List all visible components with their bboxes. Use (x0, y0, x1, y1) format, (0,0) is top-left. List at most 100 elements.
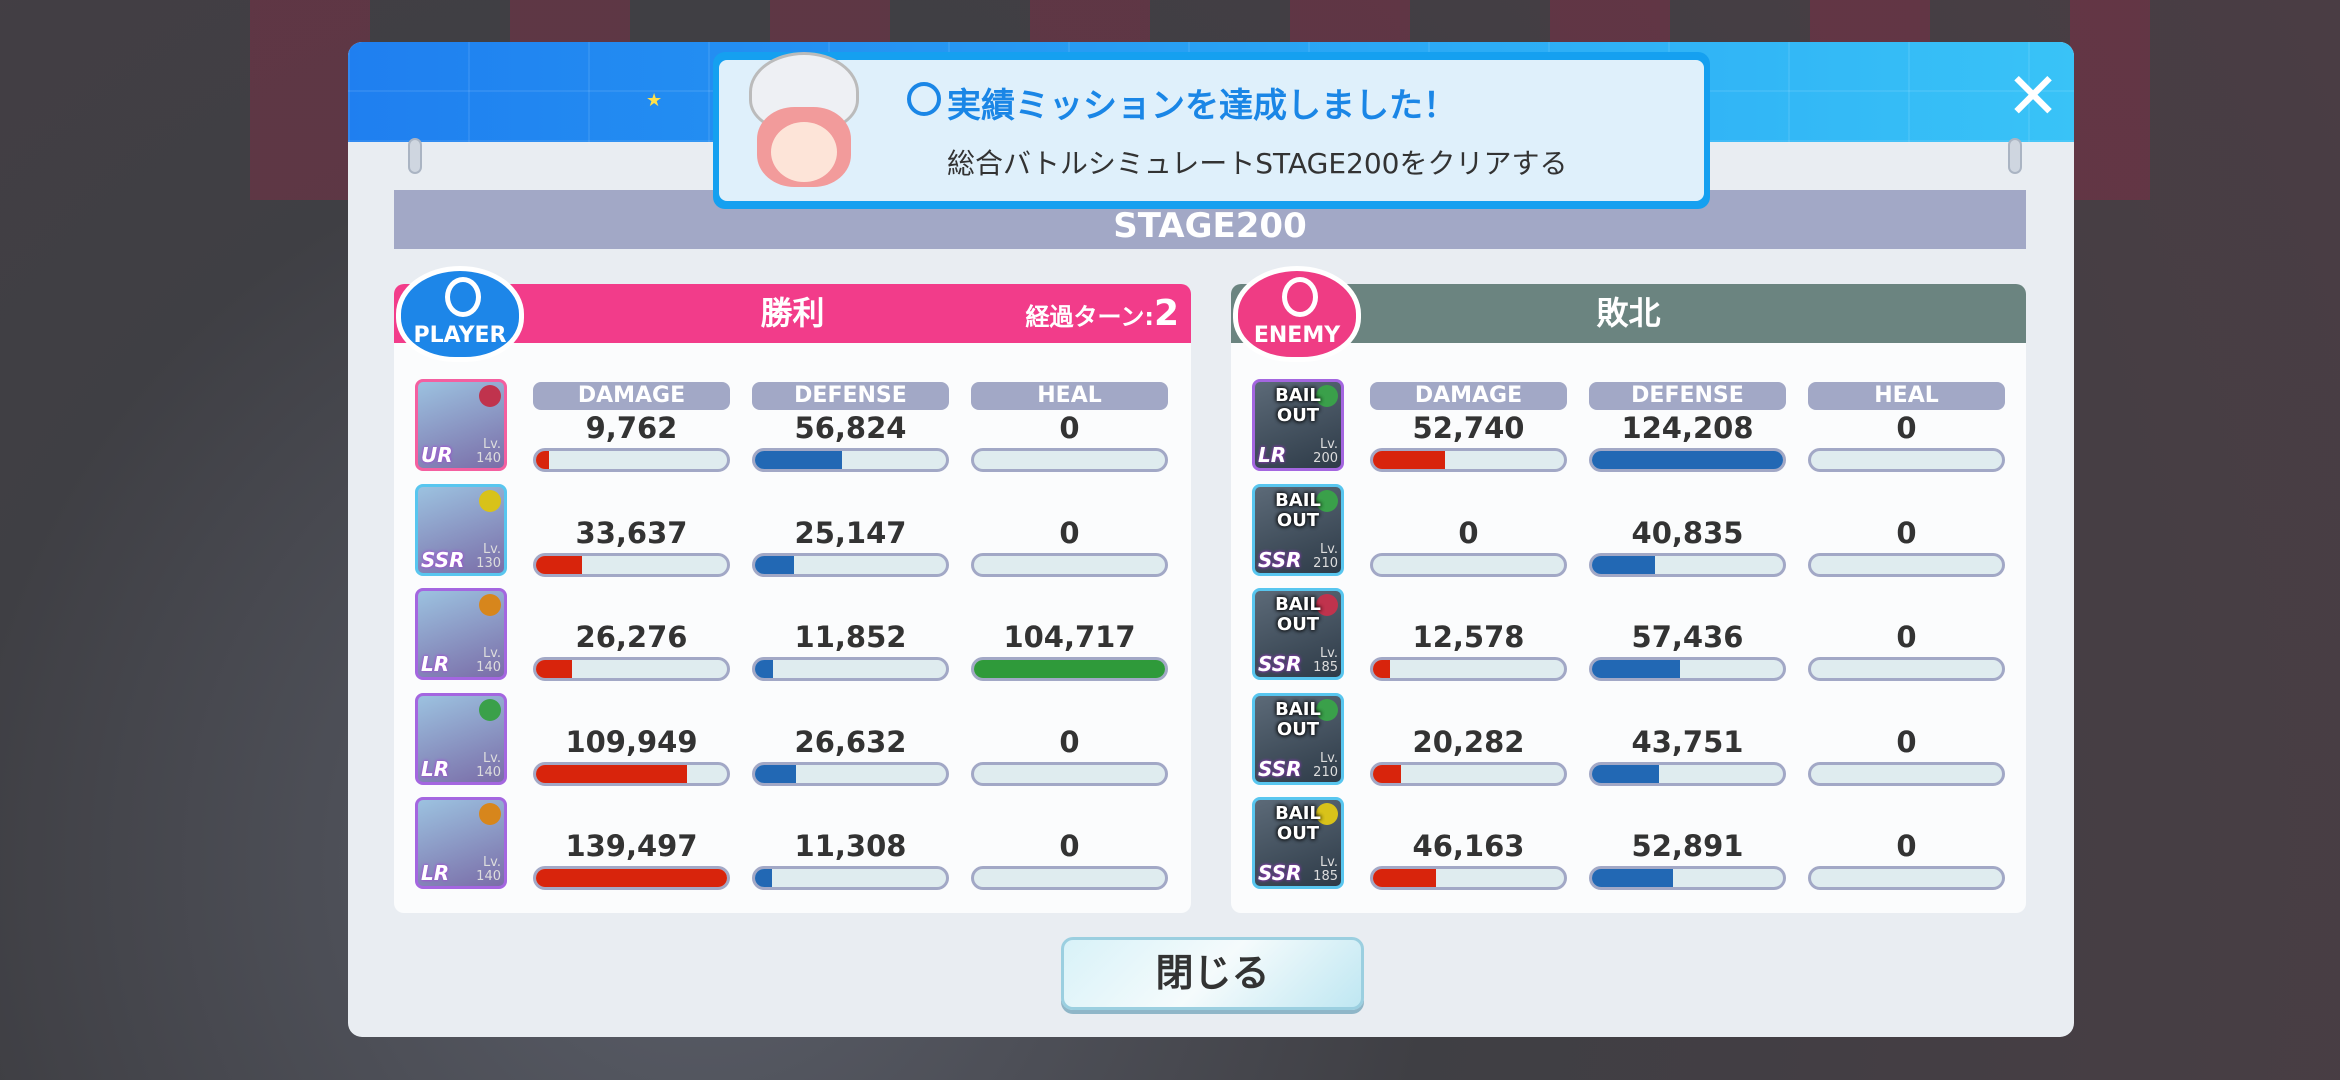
damage-bar (1370, 657, 1567, 681)
level-label: Lv. 185 (1313, 647, 1338, 675)
unit-portrait[interactable]: UR Lv. 140 (415, 379, 507, 471)
attribute-icon (479, 489, 501, 512)
damage-bar-fill (1373, 660, 1391, 678)
banner-description: 総合バトルシミュレートSTAGE200をクリアする (947, 147, 1568, 180)
enemy-panel: ENEMY 敗北 BAIL OUT LR Lv. 200 DAMAGE 52,74… (1231, 266, 2026, 913)
heal-bar-fill (974, 660, 1165, 678)
damage-value: 52,740 (1412, 411, 1525, 445)
wing-icon (445, 277, 481, 317)
level-prefix: Lv. (1319, 855, 1338, 870)
heal-bar (971, 448, 1168, 472)
level-label: Lv. 140 (476, 856, 501, 884)
defense-bar (752, 866, 949, 890)
pin-decoration (408, 138, 422, 174)
damage-value: 12,578 (1412, 620, 1525, 654)
level-prefix: Lv. (482, 646, 501, 661)
star-icon: ★ (646, 90, 663, 111)
enemy-header: 敗北 (1231, 284, 2026, 343)
level-value: 140 (476, 869, 501, 884)
damage-bar (1370, 866, 1567, 890)
level-label: Lv. 140 (476, 647, 501, 675)
damage-bar-fill (536, 869, 727, 887)
damage-bar-fill (536, 555, 583, 574)
defense-bar-fill (755, 869, 773, 887)
defense-header: DEFENSE (752, 382, 949, 410)
defense-value: 57,436 (1631, 620, 1744, 654)
enemy-badge: ENEMY (1233, 266, 1361, 362)
turn-value: 2 (1153, 293, 1179, 334)
heal-value: 0 (1896, 724, 1917, 759)
level-label: Lv. 210 (1313, 542, 1338, 571)
rarity-label: SSR (1258, 861, 1302, 885)
rarity-label: LR (421, 756, 450, 781)
unit-portrait[interactable]: BAIL OUT SSR Lv. 210 (1252, 483, 1344, 576)
heal-value: 0 (1896, 515, 1917, 550)
level-label: Lv. 200 (1313, 438, 1338, 466)
heal-value: 0 (1059, 724, 1080, 759)
enemy-unit-row: BAIL OUT SSR Lv. 210 20,282 43,751 0 (1231, 692, 2026, 786)
heal-bar (971, 761, 1168, 786)
level-value: 140 (476, 660, 501, 675)
enemy-result: 敗北 (1596, 294, 1661, 332)
defense-bar-fill (755, 660, 774, 678)
close-icon[interactable]: ✕ (2006, 60, 2060, 134)
player-unit-row: LR Lv. 140 139,497 11,308 0 (394, 797, 1191, 890)
attribute-icon (479, 803, 501, 825)
enemy-unit-row: BAIL OUT LR Lv. 200 DAMAGE 52,740 DEFENSE… (1231, 379, 2026, 472)
close-button[interactable]: 閉じる (1061, 937, 1364, 1010)
unit-portrait[interactable]: BAIL OUT SSR Lv. 185 (1252, 797, 1344, 889)
defense-bar-fill (755, 764, 796, 783)
damage-bar-fill (1373, 451, 1446, 469)
mission-icon (907, 82, 941, 116)
turn-label: 経過ターン: (1025, 303, 1154, 331)
wing-icon (1282, 277, 1318, 317)
heal-value: 0 (1896, 829, 1917, 863)
heal-bar (971, 552, 1168, 577)
defense-bar-fill (1592, 869, 1674, 887)
player-unit-row: UR Lv. 140 DAMAGE 9,762 DEFENSE 56,824 HE… (394, 379, 1191, 472)
rarity-label: SSR (1258, 652, 1302, 676)
bail-out-status: BAIL OUT (1275, 385, 1321, 426)
defense-bar (752, 657, 949, 681)
heal-bar (1808, 761, 2005, 786)
damage-value: 9,762 (585, 411, 678, 445)
defense-bar (752, 448, 949, 472)
player-panel: PLAYER 勝利 経過ターン:2 UR Lv. 140 DAMAGE 9,762… (394, 266, 1191, 913)
defense-bar (752, 552, 949, 577)
heal-bar (971, 657, 1168, 681)
attribute-icon (1316, 594, 1338, 616)
damage-bar-fill (536, 660, 572, 678)
bail-out-status: BAIL OUT (1275, 594, 1321, 635)
damage-value: 109,949 (565, 724, 698, 759)
defense-bar (1589, 448, 1786, 472)
rarity-label: SSR (1258, 756, 1302, 781)
defense-bar-fill (1592, 764, 1660, 783)
defense-bar (1589, 761, 1786, 786)
enemy-unit-row: BAIL OUT SSR Lv. 185 12,578 57,436 0 (1231, 588, 2026, 681)
level-value: 130 (476, 555, 501, 571)
level-label: Lv. 130 (476, 542, 501, 571)
banner-title: 実績ミッションを達成しました！ (947, 86, 1457, 126)
level-value: 185 (1313, 660, 1338, 675)
stage-title: STAGE200 (1113, 206, 1307, 246)
level-prefix: Lv. (482, 750, 501, 766)
unit-portrait[interactable]: BAIL OUT SSR Lv. 210 (1252, 692, 1344, 785)
damage-bar (533, 657, 730, 681)
heal-value: 104,717 (1003, 620, 1136, 654)
unit-portrait[interactable]: LR Lv. 140 (415, 692, 507, 785)
attribute-icon (1316, 803, 1338, 825)
unit-portrait[interactable]: BAIL OUT SSR Lv. 185 (1252, 588, 1344, 680)
player-unit-row: LR Lv. 140 109,949 26,632 0 (394, 692, 1191, 786)
heal-bar (1808, 866, 2005, 890)
level-value: 140 (476, 451, 501, 466)
unit-portrait[interactable]: BAIL OUT LR Lv. 200 (1252, 379, 1344, 471)
damage-bar (533, 552, 730, 577)
enemy-unit-row: BAIL OUT SSR Lv. 185 46,163 52,891 0 (1231, 797, 2026, 890)
heal-value: 0 (1059, 411, 1080, 445)
damage-value: 20,282 (1412, 724, 1525, 759)
unit-portrait[interactable]: LR Lv. 140 (415, 797, 507, 889)
bail-out-status: BAIL OUT (1275, 698, 1321, 740)
damage-bar-fill (536, 764, 687, 783)
unit-portrait[interactable]: LR Lv. 140 (415, 588, 507, 680)
unit-portrait[interactable]: SSR Lv. 130 (415, 483, 507, 576)
